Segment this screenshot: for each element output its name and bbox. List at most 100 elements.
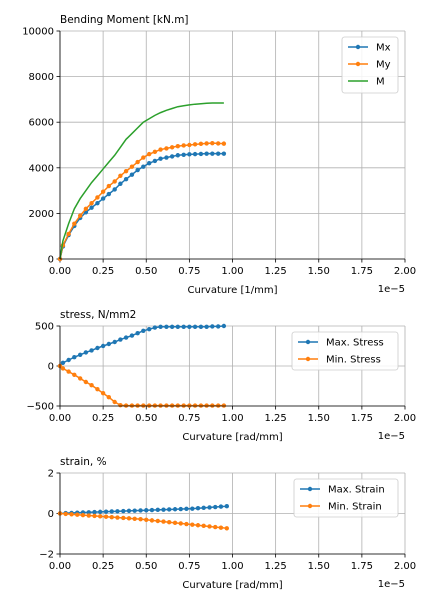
data-point	[187, 152, 192, 157]
x-axis-label: Curvature [1/mm]	[188, 285, 278, 296]
y-tick-label: 0	[48, 509, 54, 520]
data-point	[121, 515, 126, 521]
data-point	[112, 339, 117, 345]
x-tick-label: 2.00	[394, 413, 416, 424]
data-point	[158, 403, 163, 408]
data-point	[215, 141, 221, 146]
series-min-stress-line	[59, 365, 224, 407]
legend-box	[291, 331, 399, 371]
x-tick-label: 0.50	[135, 413, 157, 424]
data-point	[146, 327, 152, 332]
legend-swatch-marker	[307, 503, 313, 509]
x-tick-label: 0.75	[178, 413, 200, 424]
data-point	[146, 151, 152, 157]
data-point	[181, 324, 186, 329]
legend-item: Max. Stress	[298, 338, 384, 349]
x-offset-label: 1e−5	[378, 284, 405, 295]
data-point	[152, 325, 158, 330]
data-point	[86, 513, 92, 518]
x-tick-label: 1.25	[264, 413, 286, 424]
data-point	[172, 507, 178, 512]
legend: Mx My M	[341, 36, 399, 94]
data-point	[132, 508, 137, 513]
data-point	[221, 151, 227, 156]
x-tick-label: 1.75	[351, 266, 373, 277]
data-point	[100, 196, 106, 201]
data-point	[126, 508, 132, 514]
data-point	[164, 403, 169, 408]
series-mx	[57, 151, 227, 262]
x-tick-label: 1.50	[308, 266, 330, 277]
data-point	[89, 200, 94, 206]
legend-label: Min. Strain	[328, 502, 382, 513]
data-point	[198, 403, 204, 408]
data-point	[141, 403, 146, 408]
data-point	[210, 324, 215, 329]
data-point	[190, 522, 195, 527]
series-my-line	[59, 142, 224, 260]
chart-panel-1: Bending Moment [kN.m] 0.00 0.25 0.50 0.75 1.0…	[22, 14, 416, 296]
y-tick-label: 8000	[29, 72, 54, 83]
data-point	[106, 183, 112, 189]
data-point	[144, 508, 149, 513]
data-point	[198, 324, 204, 329]
data-point	[66, 369, 71, 374]
data-point	[135, 159, 140, 165]
data-point	[146, 403, 152, 408]
x-tick-label: 1.00	[221, 266, 243, 277]
legend-item: Min. Stress	[298, 355, 381, 366]
x-tick-label: 2.00	[394, 561, 416, 572]
data-point	[224, 526, 230, 531]
data-point	[166, 520, 172, 525]
x-tick-label: 1.00	[221, 561, 243, 572]
y-tick-label: 0	[48, 362, 54, 373]
data-point	[72, 355, 77, 360]
data-point	[72, 372, 77, 377]
x-tick-label: 0.75	[178, 266, 200, 277]
data-point	[97, 514, 103, 519]
data-point	[175, 324, 181, 329]
data-point	[118, 403, 123, 408]
legend-item: Mx	[348, 43, 391, 54]
data-point	[123, 177, 129, 182]
data-point	[215, 151, 221, 156]
x-axis-label: Curvature [rad/mm]	[182, 432, 282, 443]
legend-swatch-marker	[307, 486, 313, 492]
data-point	[198, 151, 204, 157]
data-point	[118, 337, 123, 342]
y-tick-label: 6000	[29, 118, 54, 129]
data-point	[192, 403, 198, 408]
data-point	[149, 507, 155, 513]
data-point	[66, 357, 71, 363]
data-point	[221, 323, 227, 329]
data-point	[86, 510, 92, 515]
data-point	[135, 403, 140, 408]
y-tick-label: 2	[48, 469, 54, 480]
legend-label: Mx	[376, 43, 391, 54]
data-point	[169, 154, 175, 159]
data-point	[83, 206, 89, 212]
data-point	[210, 403, 215, 408]
data-point	[123, 335, 129, 340]
data-point	[221, 403, 227, 408]
x-tick-label: 1.50	[308, 561, 330, 572]
legend-label: My	[376, 60, 391, 71]
data-point	[204, 151, 209, 156]
data-point	[172, 520, 178, 526]
data-point	[224, 504, 230, 509]
data-point	[141, 328, 146, 333]
x-offset-label: 1e−5	[378, 579, 405, 590]
x-tick-label: 1.75	[351, 561, 373, 572]
data-point	[187, 324, 192, 329]
data-point	[190, 506, 195, 511]
series-m-line	[59, 102, 224, 260]
legend-item: My	[348, 60, 391, 71]
y-tick-label: 4000	[29, 163, 54, 174]
data-point	[192, 142, 198, 147]
x-tick-label: 0.25	[92, 266, 114, 277]
x-tick-label: 0.00	[49, 413, 71, 424]
data-point	[141, 155, 146, 160]
legend-swatch-marker	[355, 44, 361, 50]
data-point	[95, 345, 100, 351]
